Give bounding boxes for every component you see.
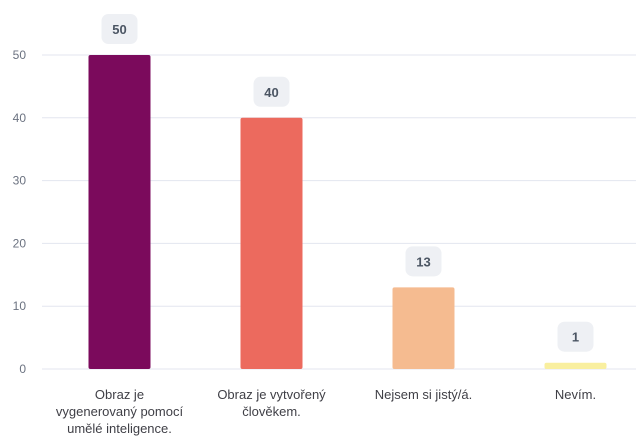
category-label-line: umělé inteligence. <box>67 421 172 436</box>
y-axis-ticks: 0 10 20 30 40 50 <box>13 48 27 376</box>
category-label: Nejsem si jistý/á. <box>375 387 473 402</box>
category-label: Obraz je vygenerovaný pomocí umělé intelig… <box>56 387 184 436</box>
data-label: 40 <box>253 76 290 107</box>
data-label-text: 40 <box>264 85 278 100</box>
bars <box>88 55 607 369</box>
category-label-line: člověkem. <box>242 404 301 419</box>
category-label-line: Nejsem si jistý/á. <box>375 387 473 402</box>
category-label-line: Nevím. <box>555 387 596 402</box>
category-label-line: Obraz je <box>95 387 144 402</box>
category-label: Nevím. <box>555 387 596 402</box>
category-label-line: vygenerovaný pomocí <box>56 404 184 419</box>
category-label-line: Obraz je vytvořený <box>217 387 326 402</box>
data-label-background <box>101 14 138 44</box>
bar <box>88 55 151 369</box>
y-tick-label: 30 <box>13 174 27 188</box>
data-label-background <box>253 76 290 107</box>
y-tick-label: 50 <box>13 48 27 62</box>
category-labels: Obraz je vygenerovaný pomocí umělé intelig… <box>56 387 596 436</box>
y-tick-label: 0 <box>19 362 26 376</box>
bar <box>392 287 455 369</box>
data-label-background <box>405 246 442 277</box>
data-label: 50 <box>101 14 138 44</box>
bar <box>240 117 303 369</box>
y-tick-label: 40 <box>13 111 27 125</box>
data-label: 13 <box>405 246 442 277</box>
category-label: Obraz je vytvořený člověkem. <box>217 387 326 419</box>
data-label-background <box>557 321 594 352</box>
data-label: 1 <box>557 321 594 352</box>
data-label-text: 13 <box>416 254 430 269</box>
data-label-text: 1 <box>572 330 579 345</box>
data-labels: 50 40 13 1 <box>101 14 594 352</box>
y-tick-label: 10 <box>13 299 27 313</box>
y-tick-label: 20 <box>13 236 27 250</box>
data-label-text: 50 <box>112 22 126 37</box>
bar <box>544 362 607 369</box>
